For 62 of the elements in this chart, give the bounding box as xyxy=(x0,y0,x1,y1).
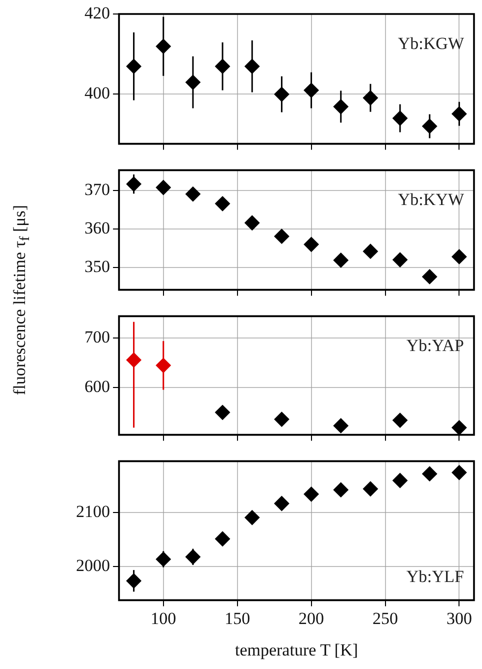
point xyxy=(156,552,171,567)
point xyxy=(215,196,230,212)
x-tick-label: 250 xyxy=(372,608,398,628)
point xyxy=(156,180,171,196)
point xyxy=(422,269,438,284)
point xyxy=(274,228,290,244)
y-tick-label: 600 xyxy=(84,376,110,396)
point xyxy=(362,481,378,496)
point xyxy=(392,472,408,488)
point xyxy=(156,358,171,373)
point xyxy=(392,252,408,268)
point xyxy=(244,58,260,74)
point xyxy=(244,215,260,230)
point xyxy=(333,99,348,114)
x-axis-title: temperature T [K] xyxy=(234,640,358,660)
point xyxy=(126,58,142,74)
point xyxy=(185,549,200,564)
annotation: Yb:YLF xyxy=(406,567,464,586)
y-tick-label: 360 xyxy=(84,218,110,238)
x-tick-label: 100 xyxy=(150,608,176,628)
annotation: Yb:KYW xyxy=(398,190,465,210)
point xyxy=(362,244,378,259)
point xyxy=(215,531,230,546)
point xyxy=(274,412,290,427)
point xyxy=(126,176,142,192)
point xyxy=(274,496,290,511)
point xyxy=(304,486,319,502)
point xyxy=(452,420,467,435)
y-tick-label: 350 xyxy=(84,256,110,276)
point xyxy=(185,186,200,202)
y-tick-label: 2100 xyxy=(76,502,110,521)
point xyxy=(215,404,230,420)
point xyxy=(333,418,348,434)
point xyxy=(392,412,408,428)
y-tick-label: 370 xyxy=(84,180,110,200)
point xyxy=(244,510,260,526)
point xyxy=(274,86,290,102)
annotation: Yb:YAP xyxy=(406,336,464,356)
point xyxy=(304,82,319,98)
y-tick-label: 700 xyxy=(84,328,110,347)
point xyxy=(422,466,438,482)
y-tick-label: 2000 xyxy=(76,556,110,576)
point xyxy=(126,573,142,588)
point xyxy=(452,249,467,264)
point xyxy=(156,38,171,54)
y-tick-label: 420 xyxy=(84,3,110,22)
x-tick-label: 200 xyxy=(298,608,324,628)
point xyxy=(452,106,467,122)
x-tick-label: 300 xyxy=(446,608,472,628)
point xyxy=(422,118,438,134)
point xyxy=(333,252,348,268)
x-tick-label: 150 xyxy=(224,608,250,628)
point xyxy=(304,236,319,252)
point xyxy=(362,90,378,106)
annotation: Yb:KGW xyxy=(398,34,465,53)
point xyxy=(215,58,230,74)
point xyxy=(392,110,408,126)
point xyxy=(452,465,467,480)
y-tick-label: 400 xyxy=(84,83,110,102)
point xyxy=(126,352,142,368)
point xyxy=(185,74,200,90)
point xyxy=(333,482,348,498)
